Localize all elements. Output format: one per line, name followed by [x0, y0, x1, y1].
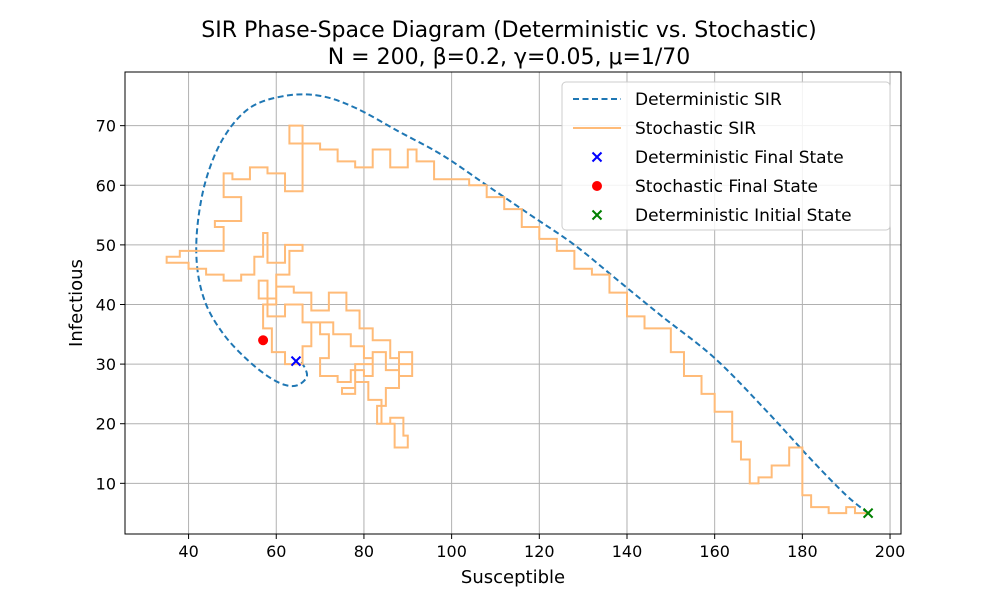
marker-layer [258, 335, 874, 519]
y-tick-label: 50 [96, 236, 116, 255]
y-tick-label: 20 [96, 415, 116, 434]
legend-dot-swatch [592, 181, 602, 191]
x-tick-label: 120 [524, 542, 555, 561]
y-axis-label: Infectious [66, 259, 87, 347]
y-tick-label: 10 [96, 474, 116, 493]
legend-x-marker-swatch [591, 151, 603, 163]
legend-entry: Stochastic SIR [573, 119, 756, 139]
y-tick-label: 60 [96, 176, 116, 195]
deterministic-final-state-marker [290, 355, 302, 367]
y-tick-label: 70 [96, 117, 116, 136]
x-tick-label: 180 [787, 542, 818, 561]
legend-entry: Stochastic Final State [592, 177, 818, 197]
legend-label: Stochastic SIR [635, 119, 756, 139]
legend-x-marker-swatch [591, 209, 603, 221]
deterministic-initial-state-marker [862, 507, 874, 519]
x-tick-label: 200 [875, 542, 906, 561]
legend-entry: Deterministic SIR [573, 90, 782, 110]
x-tick-label: 140 [612, 542, 643, 561]
y-axis-ticks: 10 20 30 40 50 60 70 [96, 117, 125, 493]
stochastic-final-state-marker [258, 335, 269, 346]
deterministic-sir-line [195, 93, 869, 514]
chart-title-line1: SIR Phase-Space Diagram (Deterministic v… [201, 18, 817, 43]
x-tick-label: 100 [436, 542, 467, 561]
legend-entry: Deterministic Initial State [591, 206, 852, 226]
x-tick-label: 80 [354, 542, 374, 561]
legend-entry: Deterministic Final State [591, 148, 844, 168]
x-tick-label: 60 [266, 542, 286, 561]
plot-area [165, 93, 869, 515]
y-tick-label: 40 [96, 295, 116, 314]
x-axis-ticks: 40 60 80 100 120 140 160 180 200 [178, 534, 905, 561]
legend: Deterministic SIR Stochastic SIR Determini… [561, 81, 891, 231]
legend-label: Stochastic Final State [635, 177, 818, 197]
chart-title-line2: N = 200, β=0.2, γ=0.05, μ=1/70 [328, 45, 691, 70]
legend-label: Deterministic Initial State [635, 206, 852, 226]
legend-box [561, 81, 891, 231]
x-tick-label: 40 [178, 542, 198, 561]
stochastic-sir-line [165, 124, 869, 515]
legend-label: Deterministic SIR [635, 90, 782, 110]
x-tick-label: 160 [699, 542, 730, 561]
x-axis-label: Susceptible [461, 567, 565, 588]
y-tick-label: 30 [96, 355, 116, 374]
plot-frame [124, 71, 902, 535]
legend-label: Deterministic Final State [635, 148, 844, 168]
